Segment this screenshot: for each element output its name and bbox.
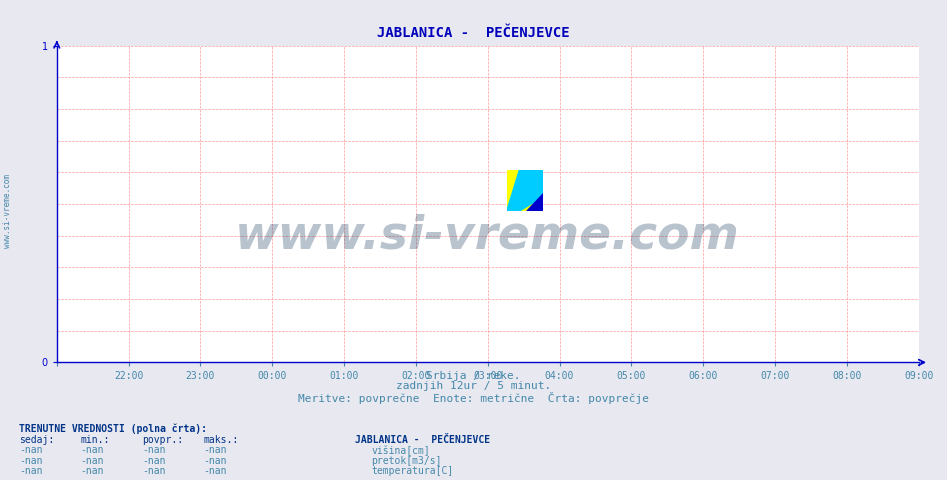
Text: Srbija / reke.: Srbija / reke. (426, 371, 521, 381)
Text: JABLANICA -  PEČENJEVCE: JABLANICA - PEČENJEVCE (377, 26, 570, 40)
Text: povpr.:: povpr.: (142, 435, 183, 445)
Polygon shape (527, 193, 543, 211)
Text: -nan: -nan (204, 466, 227, 476)
Text: -nan: -nan (204, 456, 227, 466)
Text: -nan: -nan (19, 456, 43, 466)
Text: www.si-vreme.com: www.si-vreme.com (235, 213, 741, 258)
Text: pretok[m3/s]: pretok[m3/s] (371, 456, 441, 466)
Text: temperatura[C]: temperatura[C] (371, 466, 454, 476)
Text: TRENUTNE VREDNOSTI (polna črta):: TRENUTNE VREDNOSTI (polna črta): (19, 423, 207, 434)
Text: JABLANICA -  PEČENJEVCE: JABLANICA - PEČENJEVCE (355, 435, 491, 445)
Text: -nan: -nan (80, 445, 104, 456)
Polygon shape (507, 170, 543, 211)
Text: -nan: -nan (80, 456, 104, 466)
Text: zadnjih 12ur / 5 minut.: zadnjih 12ur / 5 minut. (396, 381, 551, 391)
Text: maks.:: maks.: (204, 435, 239, 445)
Text: -nan: -nan (80, 466, 104, 476)
Text: -nan: -nan (19, 466, 43, 476)
Text: višina[cm]: višina[cm] (371, 445, 430, 456)
Text: -nan: -nan (204, 445, 227, 456)
Text: -nan: -nan (19, 445, 43, 456)
Text: sedaj:: sedaj: (19, 435, 54, 445)
Text: -nan: -nan (142, 466, 166, 476)
Text: -nan: -nan (142, 445, 166, 456)
Text: -nan: -nan (142, 456, 166, 466)
Text: min.:: min.: (80, 435, 110, 445)
Text: Meritve: povprečne  Enote: metrične  Črta: povprečje: Meritve: povprečne Enote: metrične Črta:… (298, 392, 649, 404)
Text: www.si-vreme.com: www.si-vreme.com (3, 174, 12, 248)
